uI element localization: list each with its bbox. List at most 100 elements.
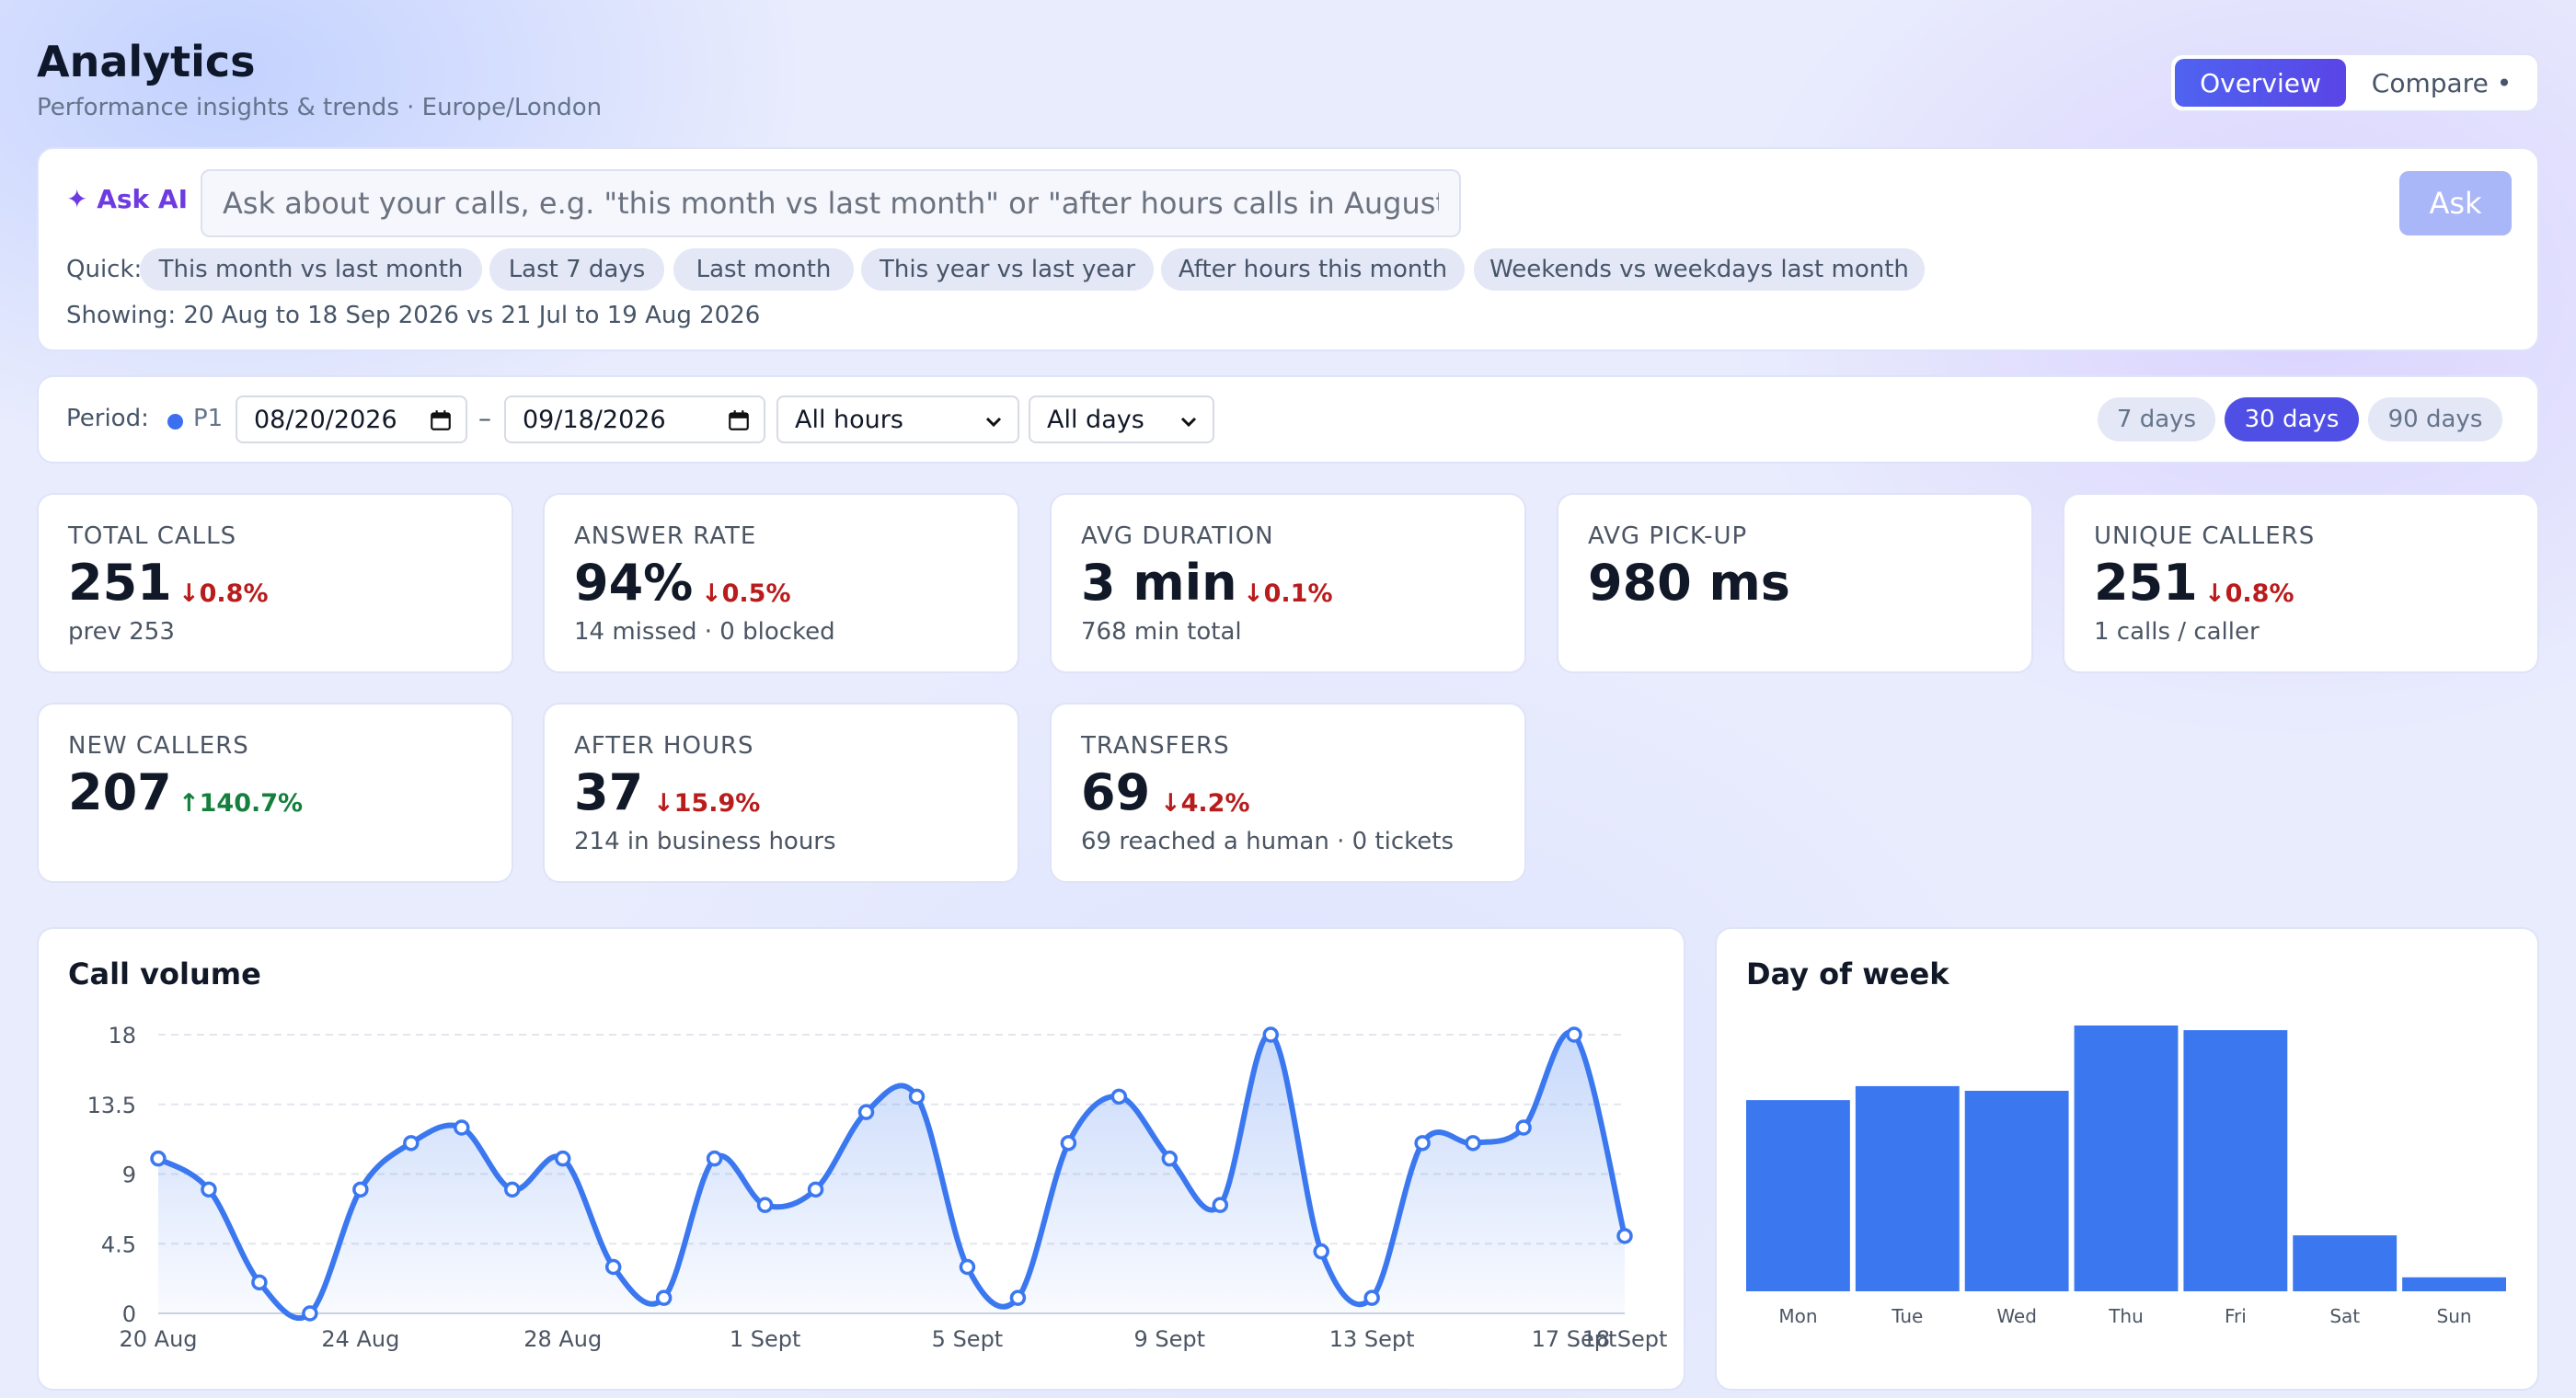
x-tick-label: 9 Sept — [1134, 1326, 1206, 1352]
area-fill — [158, 1032, 1625, 1319]
bar[interactable] — [1746, 1100, 1850, 1291]
x-tick-label: Fri — [2225, 1305, 2247, 1327]
bar[interactable] — [2293, 1235, 2398, 1291]
range-90-days[interactable]: 90 days — [2368, 397, 2502, 441]
data-point[interactable] — [1566, 1026, 1582, 1043]
x-tick-label: Sun — [2437, 1305, 2472, 1327]
quick-chip-after-hours[interactable]: After hours this month — [1161, 248, 1465, 291]
data-point[interactable] — [454, 1119, 470, 1136]
data-point[interactable] — [1363, 1289, 1380, 1306]
stat-value: 37 — [574, 763, 644, 821]
data-point[interactable] — [706, 1150, 723, 1167]
stat-card-total-calls: TOTAL CALLS 251 ↓0.8% prev 253 — [37, 493, 513, 673]
data-point[interactable] — [1212, 1197, 1229, 1213]
stat-label: ANSWER RATE — [574, 522, 757, 550]
data-point[interactable] — [756, 1197, 774, 1213]
data-point[interactable] — [1110, 1088, 1128, 1106]
hours-select-value: All hours — [795, 405, 903, 434]
quick-chip-last-month[interactable]: Last month — [673, 248, 854, 291]
stat-delta: ↓0.1% — [1243, 579, 1333, 608]
x-tick-label: Mon — [1778, 1305, 1817, 1327]
x-tick-label: Thu — [2108, 1305, 2144, 1327]
stat-label: AVG PICK-UP — [1588, 522, 1748, 550]
stat-value: 3 min — [1081, 554, 1237, 612]
stat-delta: ↓4.2% — [1160, 789, 1250, 818]
bar[interactable] — [2402, 1277, 2506, 1291]
data-point[interactable] — [201, 1181, 217, 1198]
date-separator: – — [478, 403, 491, 433]
p1-label: P1 — [193, 405, 224, 432]
stat-card-answer-rate: ANSWER RATE 94% ↓0.5% 14 missed · 0 bloc… — [543, 493, 1019, 673]
y-tick-label: 0 — [122, 1301, 136, 1327]
series-line — [156, 1029, 1627, 1322]
start-date-value: 08/20/2026 — [254, 405, 397, 434]
days-select-value: All days — [1047, 405, 1144, 434]
bar[interactable] — [1964, 1090, 2069, 1291]
data-point[interactable] — [1009, 1289, 1027, 1306]
data-point[interactable] — [908, 1088, 926, 1106]
x-tick-label: 13 Sept — [1329, 1326, 1415, 1352]
data-point[interactable] — [1262, 1026, 1279, 1043]
call-volume-chart: 0 4.5 9 13.5 18 20 Aug 24 Aug 28 Aug 1 Sept 5 Sep… — [87, 1023, 1668, 1352]
range-7-days[interactable]: 7 days — [2098, 397, 2215, 441]
data-point[interactable] — [1616, 1228, 1633, 1244]
x-tick-label: 20 Aug — [119, 1326, 197, 1352]
tab-compare[interactable]: Compare • — [2371, 67, 2513, 98]
data-point[interactable] — [959, 1258, 976, 1276]
end-date-field[interactable]: 09/18/2026 — [504, 395, 765, 443]
data-point[interactable] — [1060, 1135, 1077, 1152]
bar[interactable] — [2183, 1030, 2288, 1291]
stat-label: TOTAL CALLS — [68, 522, 237, 550]
data-point[interactable] — [403, 1135, 420, 1152]
data-point[interactable] — [504, 1181, 521, 1198]
quick-chip-last-7-days[interactable]: Last 7 days — [489, 248, 664, 291]
stat-subtext: 214 in business hours — [574, 828, 836, 855]
bar[interactable] — [1855, 1085, 1960, 1291]
bar[interactable] — [2074, 1026, 2179, 1291]
stat-card-avg-pickup: AVG PICK-UP 980 ms — [1557, 493, 2033, 673]
x-tick-label: 28 Aug — [523, 1326, 602, 1352]
x-tick-label: Sat — [2329, 1305, 2360, 1327]
showing-range: Showing: 20 Aug to 18 Sep 2026 vs 21 Jul… — [66, 302, 761, 329]
x-tick-label: 5 Sept — [932, 1326, 1004, 1352]
data-point[interactable] — [1161, 1150, 1179, 1167]
x-tick-label: Tue — [1891, 1305, 1923, 1327]
y-tick-label: 9 — [122, 1163, 136, 1188]
x-tick-label: 18 Sept — [1582, 1326, 1668, 1352]
stat-delta: ↓15.9% — [653, 789, 761, 818]
data-point[interactable] — [251, 1274, 268, 1291]
range-30-days[interactable]: 30 days — [2225, 397, 2359, 441]
tab-overview[interactable]: Overview — [2175, 59, 2346, 107]
data-point[interactable] — [554, 1150, 571, 1167]
stat-label: TRANSFERS — [1081, 732, 1230, 760]
calendar-icon[interactable] — [727, 408, 751, 432]
calendar-icon[interactable] — [429, 408, 453, 432]
data-point[interactable] — [604, 1258, 622, 1276]
data-point[interactable] — [302, 1305, 318, 1322]
data-point[interactable] — [1414, 1135, 1431, 1152]
data-point[interactable] — [857, 1104, 875, 1120]
data-point[interactable] — [807, 1181, 824, 1198]
y-tick-label: 18 — [108, 1023, 136, 1048]
data-point[interactable] — [1515, 1119, 1532, 1136]
day-of-week-chart: Mon Tue Wed Thu Fri Sat Sun — [1746, 1026, 2506, 1327]
ask-ai-label: ✦ Ask AI — [66, 184, 189, 214]
page-title: Analytics — [37, 37, 256, 86]
x-tick-label: 17 Sept — [1532, 1326, 1617, 1352]
quick-chip-this-month[interactable]: This month vs last month — [140, 248, 482, 291]
ask-ai-input[interactable] — [201, 169, 1461, 237]
data-point[interactable] — [150, 1150, 167, 1167]
ask-button[interactable]: Ask — [2399, 171, 2512, 235]
quick-chip-weekends[interactable]: Weekends vs weekdays last month — [1474, 248, 1925, 291]
start-date-field[interactable]: 08/20/2026 — [236, 395, 467, 443]
y-tick-label: 4.5 — [101, 1232, 136, 1257]
hours-select[interactable]: All hours — [776, 395, 1019, 443]
days-select[interactable]: All days — [1029, 395, 1214, 443]
data-point[interactable] — [1313, 1243, 1329, 1260]
data-point[interactable] — [352, 1181, 369, 1198]
quick-chip-this-year[interactable]: This year vs last year — [861, 248, 1154, 291]
view-toggle: Overview Compare • — [2169, 53, 2539, 112]
data-point[interactable] — [655, 1289, 673, 1306]
data-point[interactable] — [1465, 1135, 1481, 1152]
stat-card-unique-callers: UNIQUE CALLERS 251 ↓0.8% 1 calls / calle… — [2063, 493, 2539, 673]
